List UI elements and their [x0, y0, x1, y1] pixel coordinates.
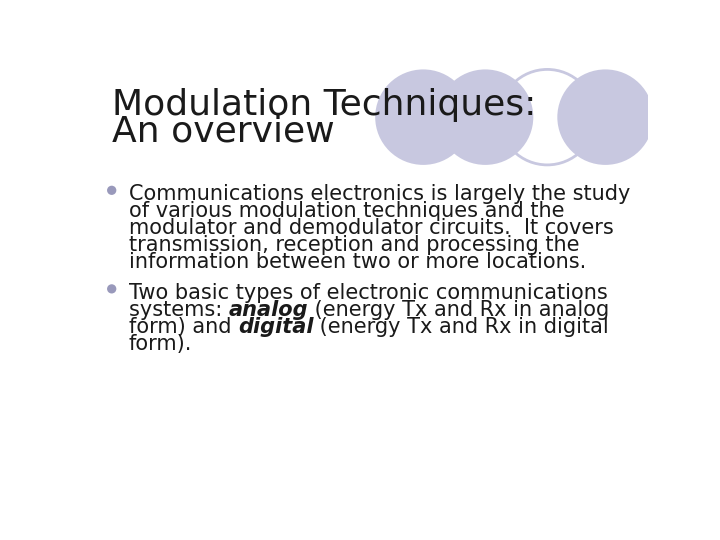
Text: transmission, reception and processing the: transmission, reception and processing t…	[129, 235, 580, 255]
Text: systems:: systems:	[129, 300, 229, 320]
Ellipse shape	[375, 70, 472, 165]
Text: form).: form).	[129, 334, 192, 354]
Text: Communications electronics is largely the study: Communications electronics is largely th…	[129, 184, 630, 204]
Text: digital: digital	[238, 316, 313, 336]
Circle shape	[107, 186, 117, 195]
Text: Modulation Techniques:: Modulation Techniques:	[112, 88, 536, 122]
Text: form) and: form) and	[129, 316, 238, 336]
Text: Two basic types of electronic communications: Two basic types of electronic communicat…	[129, 283, 608, 303]
Text: (energy Tx and Rx in digital: (energy Tx and Rx in digital	[313, 316, 609, 336]
Ellipse shape	[557, 70, 654, 165]
Text: information between two or more locations.: information between two or more location…	[129, 252, 586, 272]
Text: modulator and demodulator circuits.  It covers: modulator and demodulator circuits. It c…	[129, 218, 613, 238]
Text: (energy Tx and Rx in analog: (energy Tx and Rx in analog	[308, 300, 610, 320]
Text: of various modulation techniques and the: of various modulation techniques and the	[129, 201, 564, 221]
Text: analog: analog	[229, 300, 308, 320]
Text: An overview: An overview	[112, 115, 334, 149]
Circle shape	[107, 284, 117, 294]
Ellipse shape	[437, 70, 534, 165]
